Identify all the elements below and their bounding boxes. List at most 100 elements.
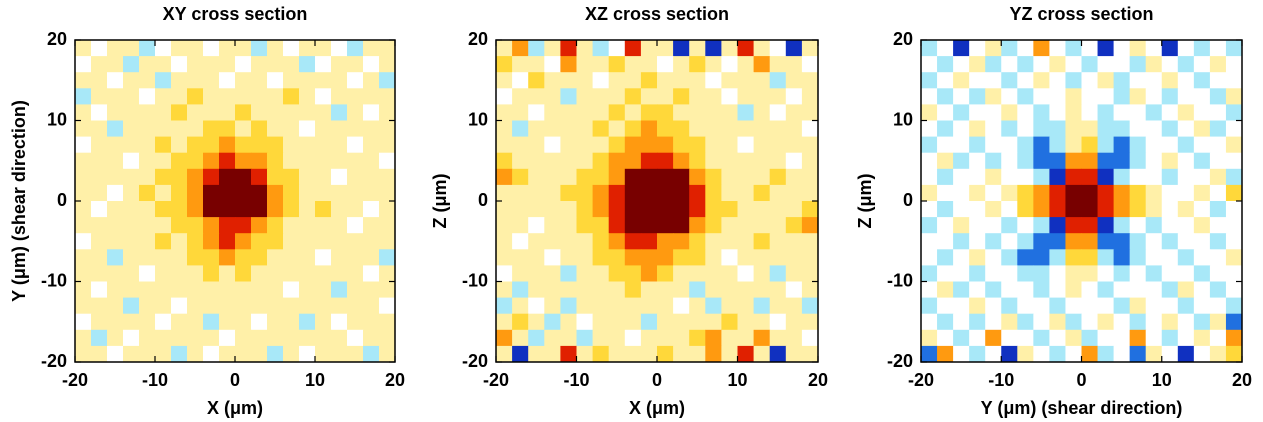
heatmap-cell [267, 136, 284, 154]
heatmap-cell [576, 313, 594, 331]
heatmap-cell [171, 201, 188, 218]
heatmap-cell [705, 152, 722, 170]
heatmap-cell [1145, 40, 1163, 57]
heatmap-cell [187, 297, 204, 315]
heatmap-cell [785, 152, 803, 170]
heatmap-cell [1113, 56, 1131, 73]
heatmap-cell [363, 40, 380, 57]
heatmap-cell [544, 72, 561, 89]
heatmap-cell [1033, 281, 1050, 299]
heatmap-cell [576, 88, 594, 105]
heatmap-cell [953, 345, 970, 363]
heatmap-cell [512, 201, 529, 218]
heatmap-cell [1097, 152, 1115, 170]
heatmap-cell [673, 152, 690, 170]
heatmap-cell [1209, 136, 1227, 154]
heatmap-cell [576, 281, 594, 299]
heatmap-cell [75, 265, 92, 282]
heatmap-cell [640, 313, 658, 331]
heatmap-cell [235, 152, 252, 170]
heatmap-cell [363, 281, 380, 299]
heatmap-cell [969, 201, 986, 218]
heatmap-cell [251, 72, 268, 89]
heatmap-cell [139, 168, 156, 186]
heatmap-cell [1065, 249, 1082, 266]
heatmap-cell [608, 136, 626, 154]
heatmap-cell [592, 201, 610, 218]
heatmap-cell [1017, 168, 1034, 186]
heatmap-cell [721, 233, 738, 250]
heatmap-cell [203, 217, 220, 234]
heatmap-cell [1209, 281, 1227, 299]
heatmap-cell [560, 168, 577, 186]
heatmap-cell [155, 329, 172, 347]
heatmap-cell [315, 152, 332, 170]
heatmap-cell [953, 152, 970, 170]
heatmap-cell [921, 313, 938, 331]
heatmap-cell [219, 104, 236, 121]
heatmap-cell [544, 152, 561, 170]
heatmap-cell [1001, 88, 1018, 105]
heatmap-cell [737, 88, 755, 105]
heatmap-cell [721, 265, 738, 282]
heatmap-cell [379, 104, 396, 121]
heatmap-cell [753, 217, 771, 234]
heatmap-cell [299, 201, 316, 218]
heatmap-cell [139, 104, 156, 121]
heatmap-cell [1209, 56, 1227, 73]
heatmap-cell [608, 88, 626, 105]
heatmap-cell [379, 152, 396, 170]
heatmap-cell [1129, 329, 1147, 347]
heatmap-cell [171, 217, 188, 234]
heatmap-cell [91, 329, 108, 347]
heatmap-cell [155, 233, 172, 250]
heatmap-cell [203, 104, 220, 121]
heatmap-cell [689, 249, 706, 266]
heatmap-cell [1049, 72, 1066, 89]
heatmap-cell [155, 104, 172, 121]
heatmap-cell [331, 56, 348, 73]
heatmap-cell [1065, 136, 1082, 154]
heatmap-cell [203, 201, 220, 218]
heatmap-cell [139, 329, 156, 347]
heatmap-cell [785, 56, 803, 73]
heatmap-cell [363, 56, 380, 73]
heatmap-cell [379, 281, 396, 299]
heatmap-cell [689, 313, 706, 331]
heatmap-cell [1065, 88, 1082, 105]
heatmap-cell [937, 345, 954, 363]
heatmap-cell [1097, 88, 1115, 105]
heatmap-cell [107, 233, 124, 250]
heatmap-cell [1193, 297, 1211, 315]
heatmap-cell [155, 88, 172, 105]
heatmap-cell [283, 168, 300, 186]
heatmap-cell [1081, 217, 1099, 234]
heatmap-cell [155, 152, 172, 170]
heatmap-cell [753, 104, 771, 121]
heatmap-cell [640, 201, 658, 218]
heatmap-cell [331, 345, 348, 363]
heatmap-cell [187, 233, 204, 250]
heatmap-cell [689, 136, 706, 154]
heatmap-cell [673, 281, 690, 299]
heatmap-cell [969, 265, 986, 282]
heatmap-cell [1225, 329, 1243, 347]
heatmap-cell [267, 152, 284, 170]
heatmap-cell [1193, 217, 1211, 234]
heatmap-cell [155, 201, 172, 218]
heatmap-cell [155, 40, 172, 57]
chart-title: YZ cross section [1009, 4, 1153, 24]
heatmap-cell [1161, 104, 1179, 121]
heatmap-cell [953, 281, 970, 299]
heatmap-cell [592, 120, 610, 138]
y-tick-label: 0 [57, 190, 67, 210]
heatmap-cell [921, 40, 938, 57]
heatmap-cell [1001, 168, 1018, 186]
heatmap-cell [921, 265, 938, 282]
heatmap-cell [1225, 88, 1243, 105]
heatmap-cell [921, 233, 938, 250]
heatmap-cell [657, 281, 674, 299]
heatmap-cell [363, 297, 380, 315]
heatmap-cell [1193, 184, 1211, 202]
heatmap-cell [1113, 281, 1131, 299]
